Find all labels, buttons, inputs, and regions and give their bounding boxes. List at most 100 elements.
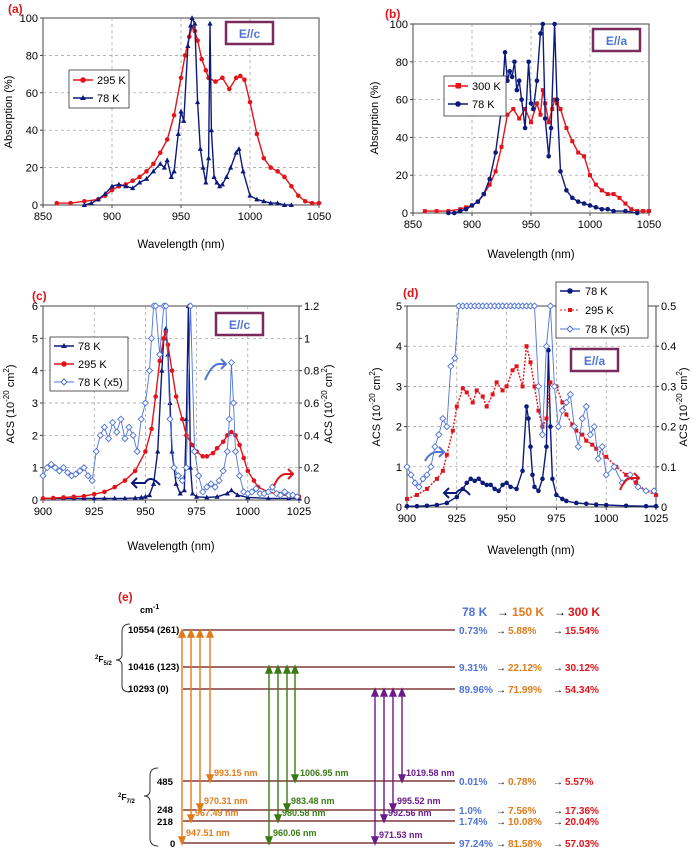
data-point <box>590 442 595 447</box>
series-78-k <box>81 15 294 207</box>
data-point <box>538 31 543 36</box>
data-point <box>641 209 646 214</box>
y-tick-label: 5 <box>32 333 38 345</box>
data-point <box>102 190 108 196</box>
x-tick-label: 900 <box>463 219 481 231</box>
x-tick-label: 950 <box>172 211 190 223</box>
data-point <box>223 447 231 456</box>
data-point <box>231 447 240 456</box>
panel-b-annotation-box <box>591 27 642 53</box>
temp-header-arrow-2: → <box>554 605 566 619</box>
data-point <box>178 108 184 114</box>
transition-label: 967.49 nm <box>195 808 239 818</box>
panel-b-xlabel: Wavelength (nm) <box>487 249 574 261</box>
green-transitions <box>264 664 300 846</box>
panel-d-ylabel: ACS (10-20 cm2) <box>368 368 383 447</box>
x-tick-label: 975 <box>187 506 205 518</box>
data-point <box>167 400 173 405</box>
y-tick-label: 0 <box>402 208 408 220</box>
data-point <box>178 75 184 81</box>
data-point <box>247 192 253 198</box>
data-point <box>582 154 587 159</box>
data-point <box>427 463 435 471</box>
data-point <box>424 486 429 491</box>
data-point <box>524 404 529 409</box>
y-tick-label: 3 <box>32 398 38 410</box>
y-tick-label: 4 <box>32 366 38 378</box>
data-point <box>182 53 188 58</box>
data-point <box>540 88 545 93</box>
population-row: 9.31% → 22.12% → 30.12% <box>459 663 599 674</box>
data-point <box>130 185 136 191</box>
data-point <box>165 342 171 348</box>
panel-a-series <box>54 15 322 207</box>
data-point <box>117 415 125 423</box>
data-point <box>411 479 419 487</box>
panel-b-ylabel: Absorption (%) <box>369 82 381 155</box>
data-point <box>598 443 606 451</box>
data-point <box>132 495 138 501</box>
data-point <box>143 176 150 181</box>
data-point <box>554 492 559 498</box>
data-point <box>233 75 239 81</box>
y-tick-label: 100 <box>20 13 38 25</box>
transition-label: 980.58 nm <box>282 808 326 818</box>
data-point <box>562 398 570 407</box>
panel-c-axis-arrow-icon-right-red <box>273 468 295 487</box>
panel-c: (c) 900 925 950 975 1000 1025012345600.20.40.… <box>2 289 335 553</box>
data-point <box>574 500 579 506</box>
data-point <box>564 188 569 193</box>
panel-d-label: (d) <box>403 286 418 300</box>
x-tick-label: 900 <box>398 513 416 525</box>
data-point <box>156 350 164 359</box>
population-78k: 1.74% <box>459 817 487 828</box>
data-point <box>227 86 232 92</box>
panel-d-legend-entry-1: 78 K <box>560 286 608 298</box>
data-point <box>484 404 489 409</box>
data-point <box>407 471 415 479</box>
y-tick-label: 3 <box>396 381 402 393</box>
data-point <box>496 488 501 494</box>
data-point <box>47 460 55 469</box>
data-point <box>414 503 420 509</box>
transition-label: 970.31 nm <box>204 796 248 806</box>
data-point <box>634 210 640 216</box>
series-295-k <box>405 344 658 501</box>
data-point <box>431 443 439 451</box>
data-point <box>281 202 288 207</box>
data-point <box>505 112 510 117</box>
data-point <box>219 181 225 187</box>
data-point <box>593 182 598 187</box>
data-point <box>50 495 56 501</box>
x-tick-label: 850 <box>404 219 422 231</box>
population-78k: 0.01% <box>459 777 487 788</box>
data-point <box>530 302 539 310</box>
data-point <box>161 164 168 170</box>
data-point <box>470 400 475 405</box>
data-point <box>634 480 639 485</box>
panel-b: (b) 850 900 950 1000 1050 0 20 40 60 80 100 Absorp… <box>369 7 661 261</box>
data-point <box>532 484 537 490</box>
data-point <box>554 422 563 431</box>
series-line <box>42 331 300 500</box>
data-point <box>192 20 198 26</box>
population-arrow: → <box>553 626 563 637</box>
x-tick-label: 950 <box>136 506 154 518</box>
data-point <box>540 476 545 482</box>
data-point <box>211 483 219 491</box>
panel-c-legend-entry-2: 295 K <box>54 359 107 371</box>
population-row: 0.73% → 5.88% → 15.54% <box>459 626 599 637</box>
population-300k: 57.03% <box>565 839 599 850</box>
data-point <box>454 494 460 500</box>
data-point <box>603 502 609 508</box>
data-point <box>183 416 189 422</box>
data-point <box>133 447 141 456</box>
data-point <box>643 503 649 509</box>
population-arrow: → <box>553 839 563 850</box>
y2-tick-label: 0.2 <box>304 463 319 475</box>
data-point <box>197 146 203 151</box>
data-point <box>88 476 96 485</box>
data-point <box>144 169 149 174</box>
y2-tick-label: 1 <box>304 333 310 345</box>
data-point <box>507 68 513 74</box>
